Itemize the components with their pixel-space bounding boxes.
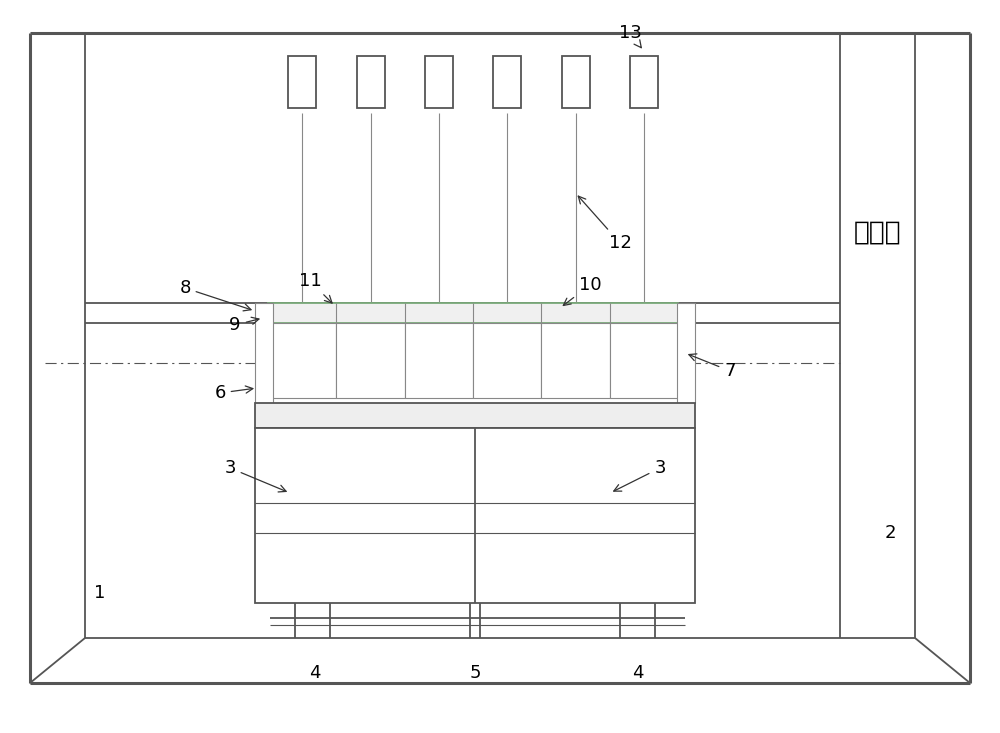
Text: 5: 5 bbox=[469, 664, 481, 682]
Text: 7: 7 bbox=[689, 354, 736, 380]
Bar bbox=[473, 323, 541, 398]
Text: 4: 4 bbox=[309, 664, 321, 682]
Bar bbox=[405, 323, 473, 398]
Text: 8: 8 bbox=[179, 279, 251, 311]
Text: 1: 1 bbox=[94, 584, 106, 602]
Bar bbox=[677, 303, 695, 403]
Bar bbox=[493, 56, 521, 108]
Bar bbox=[255, 303, 273, 403]
Bar bbox=[610, 323, 678, 398]
Text: 控制室: 控制室 bbox=[854, 220, 902, 246]
Text: 3: 3 bbox=[614, 459, 666, 491]
Text: 6: 6 bbox=[214, 384, 253, 402]
Bar bbox=[268, 323, 336, 398]
Bar bbox=[255, 428, 695, 603]
Text: 13: 13 bbox=[619, 24, 641, 48]
Text: 9: 9 bbox=[229, 316, 259, 334]
Bar bbox=[541, 323, 610, 398]
Bar bbox=[630, 56, 658, 108]
Bar bbox=[425, 56, 453, 108]
Text: 3: 3 bbox=[224, 459, 286, 492]
Bar bbox=[268, 303, 678, 323]
Text: 2: 2 bbox=[884, 524, 896, 542]
Text: 11: 11 bbox=[299, 272, 332, 303]
Text: 12: 12 bbox=[578, 196, 631, 252]
Bar bbox=[288, 56, 316, 108]
Bar bbox=[255, 403, 695, 428]
Bar bbox=[562, 56, 590, 108]
Text: 10: 10 bbox=[563, 276, 601, 306]
Bar bbox=[356, 56, 384, 108]
Bar bbox=[336, 323, 405, 398]
Text: 4: 4 bbox=[632, 664, 644, 682]
